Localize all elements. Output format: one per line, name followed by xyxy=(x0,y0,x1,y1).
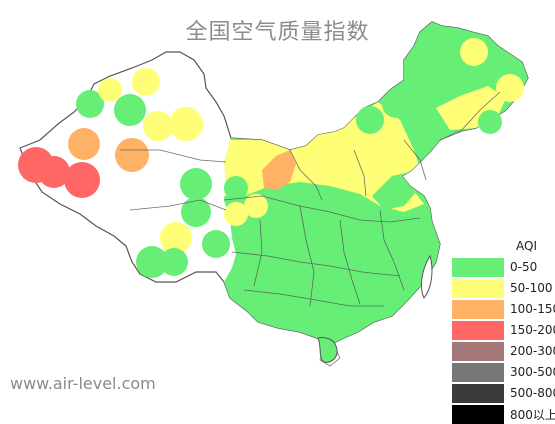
legend-swatch xyxy=(452,404,504,424)
legend-label: 200-300 xyxy=(510,344,555,358)
aqi-legend: AQI 0-50 50-100 100-150 150-200 200-300 300-5… xyxy=(452,236,555,424)
legend-label: 0-50 xyxy=(510,260,538,274)
legend-swatch xyxy=(452,299,504,319)
legend-row: 200-300 xyxy=(452,340,555,361)
legend-row: 0-50 xyxy=(452,256,555,277)
legend-swatch xyxy=(452,320,504,340)
legend-row: 150-200 xyxy=(452,319,555,340)
legend-row: 50-100 xyxy=(452,277,555,298)
legend-row: 800以上 xyxy=(452,403,555,424)
legend-label: 100-150 xyxy=(510,302,555,316)
map-title: 全国空气质量指数 xyxy=(185,20,370,45)
hainan-island xyxy=(317,337,338,363)
legend-swatch xyxy=(452,257,504,277)
legend-title: AQI xyxy=(516,239,537,253)
legend-swatch xyxy=(452,341,504,361)
legend-label: 150-200 xyxy=(510,323,555,337)
station-markers xyxy=(18,26,524,278)
legend-row: 100-150 xyxy=(452,298,555,319)
taiwan-island xyxy=(421,254,433,299)
legend-label: 500-800 xyxy=(510,386,555,400)
province-borders xyxy=(120,91,501,367)
watermark: www.air-level.com xyxy=(10,374,156,393)
legend-swatch xyxy=(452,278,504,298)
legend-swatch xyxy=(452,383,504,403)
legend-label: 300-500 xyxy=(510,365,555,379)
legend-label: 50-100 xyxy=(510,281,553,295)
legend-row: 300-500 xyxy=(452,361,555,382)
legend-swatch xyxy=(452,362,504,382)
orange-patch-north xyxy=(262,150,296,190)
legend-row: 500-800 xyxy=(452,382,555,403)
legend-label: 800以上 xyxy=(510,407,555,422)
